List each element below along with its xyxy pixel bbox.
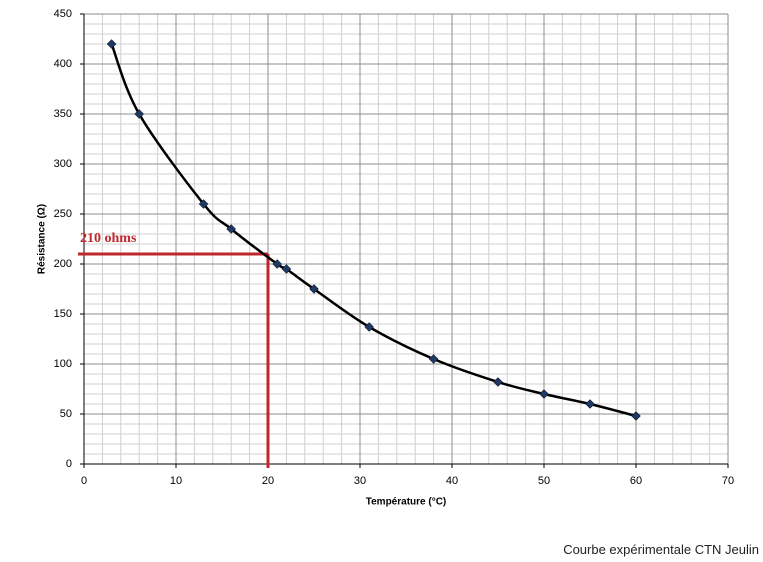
point [106,39,117,49]
y-tick-label: 150 [54,308,72,320]
y-axis-title: Résistance (Ω) [37,204,48,274]
chart: Température (°C) Résistance (Ω) 0 10 20 30 4… [37,8,734,508]
x-tick-label: 70 [722,475,734,487]
point [134,109,145,119]
y-tick-label: 200 [54,258,72,270]
x-tick-label: 20 [262,475,274,487]
x-tick-label: 30 [354,475,366,487]
footer: Courbe expérimentale CTN Jeulin [563,542,759,557]
y-tick-label: 350 [54,108,72,120]
x-tick-label: 40 [446,475,458,487]
point [428,354,439,364]
x-tick-label: 60 [630,475,642,487]
y-tick-label: 100 [54,358,72,370]
x-tick-label: 50 [538,475,550,487]
y-tick-label: 450 [54,8,72,20]
y-tick-label: 250 [54,208,72,220]
y-tick-label: 50 [60,408,72,420]
x-axis-title: Température (°C) [366,497,447,508]
point [281,264,292,274]
point [493,377,503,387]
point [364,322,375,332]
point [198,199,209,209]
point [226,224,237,234]
point [631,411,641,421]
annotation-label: 210 ohms [80,231,137,246]
y-tick-label: 300 [54,158,72,170]
x-tick-label: 0 [81,475,87,487]
y-tick-label: 400 [54,58,72,70]
point [585,399,595,409]
point [272,259,283,269]
point [309,284,319,294]
line [110,43,637,418]
x-tick-label: 10 [170,475,182,487]
point [539,389,549,399]
y-tick-label: 0 [66,458,72,470]
